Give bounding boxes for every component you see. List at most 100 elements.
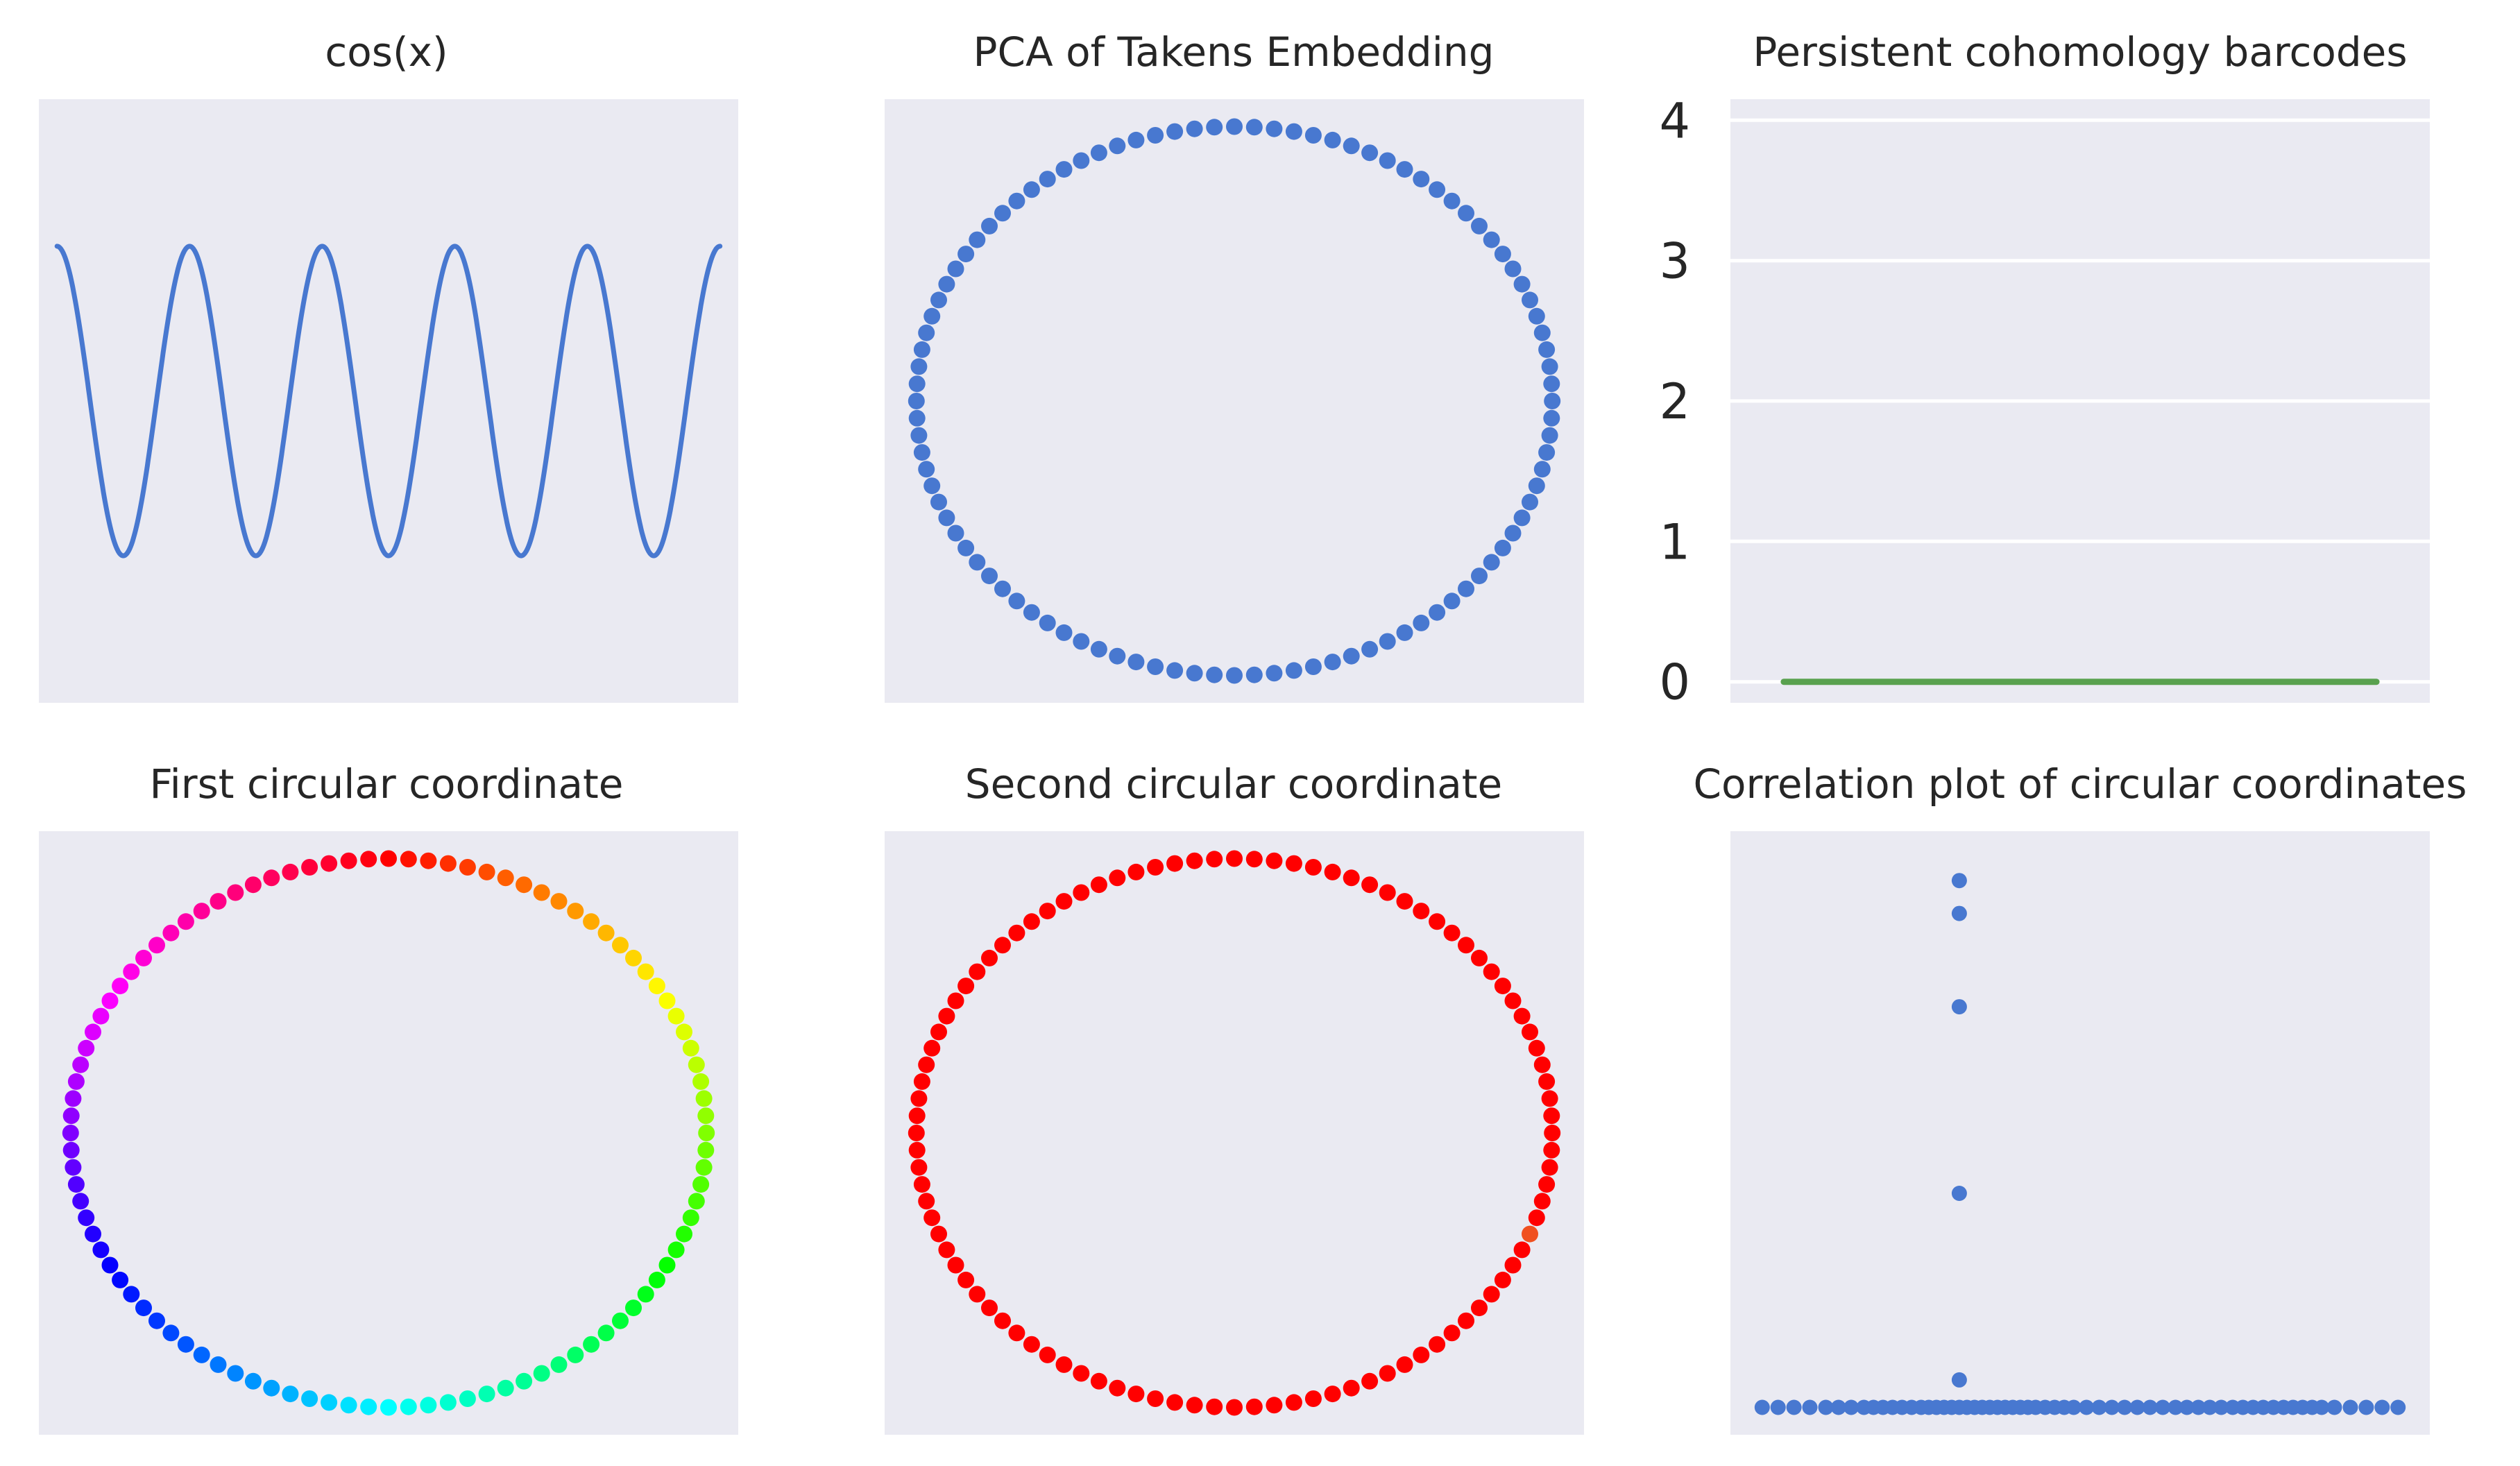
first-circ-point <box>695 1090 713 1107</box>
second-circ-point <box>938 1007 955 1025</box>
second-circ-point <box>1127 863 1145 880</box>
correlation-point <box>1844 1399 1859 1415</box>
first-circ-point <box>148 937 165 954</box>
second-circ-point <box>1090 876 1107 894</box>
pca-point <box>1147 127 1164 144</box>
panel-barcode: Persistent cohomology barcodes 0 1 2 3 4 <box>1659 28 2430 711</box>
second-circ-point <box>1494 978 1511 995</box>
first-circ-point <box>380 1399 397 1416</box>
pca-point <box>1206 119 1223 136</box>
pca-point <box>1458 205 1474 222</box>
first-circ-point <box>123 963 140 980</box>
first-circ-point <box>698 1125 715 1141</box>
correlation-point <box>2168 1399 2183 1415</box>
first-circ-point <box>92 1007 110 1025</box>
correlation-point <box>1818 1399 1834 1415</box>
first-circ-point <box>612 937 629 954</box>
first-circ-point <box>360 1398 377 1415</box>
pca-point <box>1039 171 1056 188</box>
second-circ-point <box>923 1209 941 1227</box>
first-circ-point <box>682 1209 699 1227</box>
pca-point <box>1396 161 1413 178</box>
first-circ-point <box>612 1312 629 1329</box>
first-circ-point <box>625 949 642 966</box>
pca-point <box>1413 614 1430 631</box>
correlation-point <box>2117 1399 2133 1415</box>
pca-point <box>1304 127 1322 144</box>
barcode-ytick-label: 0 <box>1659 654 1690 711</box>
correlation-point <box>2155 1399 2171 1415</box>
second-circ-point <box>1429 913 1446 930</box>
pca-point <box>1206 666 1223 683</box>
pca-point <box>1008 192 1025 210</box>
second-circ-axes <box>885 831 1584 1435</box>
first-circ-point <box>478 1386 495 1403</box>
second-circ-point <box>1186 852 1203 869</box>
pca-point <box>1513 275 1531 293</box>
second-circ-point <box>1008 924 1025 941</box>
first-circ-point <box>301 859 318 876</box>
correlation-point <box>1830 1399 1846 1415</box>
second-circ-point <box>994 937 1011 954</box>
second-circ-point <box>1206 851 1223 868</box>
second-circ-point <box>1090 1372 1107 1390</box>
second-circ-point <box>938 1241 955 1259</box>
second-circ-point <box>923 1039 941 1057</box>
correlation-point <box>1951 905 1967 921</box>
first-circ-point <box>400 1398 417 1415</box>
second-circ-point <box>1443 924 1461 941</box>
barcode-ytick-label: 3 <box>1659 233 1690 290</box>
first-circ-point <box>637 963 654 980</box>
pca-point <box>908 409 926 427</box>
pca-point <box>1379 152 1396 169</box>
second-circ-point <box>1343 869 1360 887</box>
first-circ-point <box>62 1107 80 1125</box>
pca-point <box>1109 647 1126 665</box>
pca-point <box>1429 181 1446 198</box>
first-circ-point <box>667 1241 685 1259</box>
first-circ-point <box>648 978 665 995</box>
pca-point <box>1055 624 1073 641</box>
pca-point <box>1186 120 1203 137</box>
second-circ-point <box>918 1056 935 1073</box>
first-circ-point <box>78 1039 95 1057</box>
first-circ-point <box>85 1225 101 1243</box>
first-circ-point <box>497 869 514 887</box>
first-circ-point <box>459 859 476 876</box>
first-circ-point <box>550 1356 568 1373</box>
first-circ-point <box>123 1286 140 1303</box>
second-circ-point <box>1494 1271 1511 1288</box>
first-circ-point <box>210 893 227 910</box>
second-circ-point <box>1039 903 1056 920</box>
second-circ-point <box>910 1159 928 1176</box>
pca-point <box>918 324 935 341</box>
correlation-point <box>2091 1399 2107 1415</box>
pca-point <box>981 568 998 585</box>
pca-point <box>1055 161 1073 178</box>
pca-point <box>930 493 947 511</box>
first-circ-point <box>567 1346 584 1363</box>
pca-point <box>981 217 998 235</box>
second-circ-point <box>1528 1209 1545 1227</box>
second-circ-point <box>1396 893 1413 910</box>
first-circ-axes <box>39 831 738 1435</box>
first-circ-point <box>597 1324 615 1342</box>
second-circ-point <box>1147 859 1164 876</box>
correlation-point <box>1786 1399 1802 1415</box>
pca-point <box>1522 291 1538 309</box>
pca-point <box>1226 118 1243 135</box>
first-circ-point <box>210 1356 227 1373</box>
second-circ-point <box>1266 852 1283 869</box>
first-circ-point <box>101 1256 119 1274</box>
pca-point <box>1186 665 1203 682</box>
first-circ-point <box>85 1023 101 1041</box>
pca-point <box>1528 477 1545 495</box>
second-circ-point <box>1471 1299 1488 1317</box>
correlation-point <box>2104 1399 2120 1415</box>
pca-point <box>910 427 928 444</box>
panel-correlation: Correlation plot of circular coordinates <box>1694 760 2467 1435</box>
first-circ-point <box>62 1141 80 1159</box>
second-circ-point <box>1483 963 1500 980</box>
second-circ-point <box>1166 1394 1184 1411</box>
